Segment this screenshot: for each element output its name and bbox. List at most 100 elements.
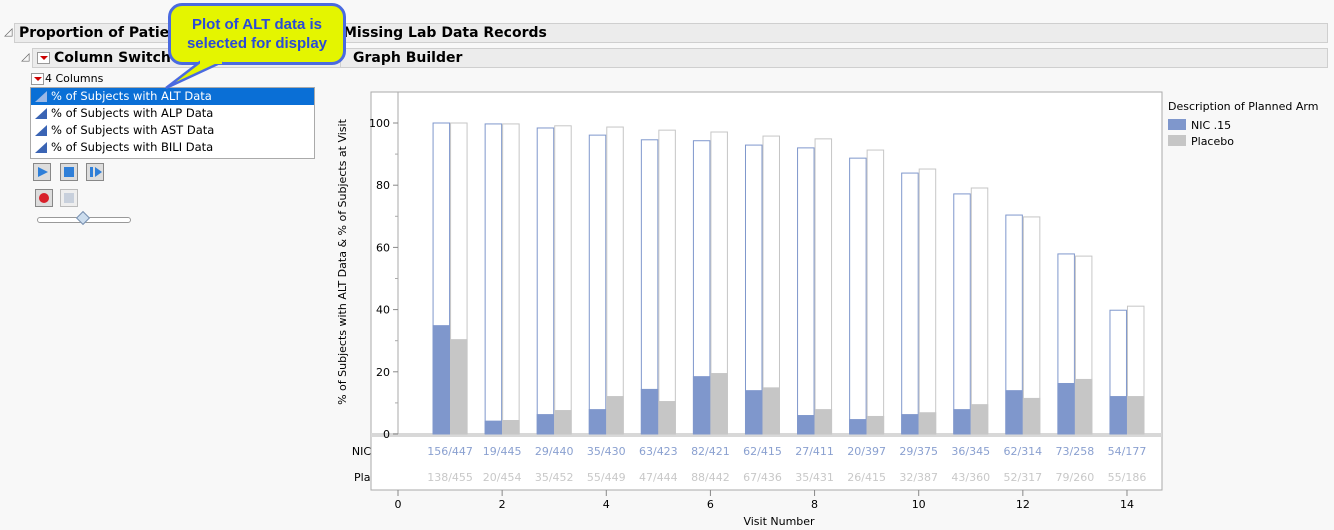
count-label-nic: 156/447 xyxy=(427,445,473,458)
count-label-placebo: 52/317 xyxy=(1003,471,1042,484)
bar-with-data-nic xyxy=(484,420,503,434)
animation-slider[interactable] xyxy=(37,210,131,226)
save-button[interactable] xyxy=(60,189,78,207)
count-label-placebo: 55/186 xyxy=(1108,471,1147,484)
stop-button[interactable] xyxy=(60,163,78,181)
bar-with-data-placebo xyxy=(918,412,937,434)
bar-with-data-placebo xyxy=(762,387,780,434)
column-item-label: % of Subjects with BILI Data xyxy=(51,140,214,154)
bar-with-data-nic xyxy=(744,390,763,434)
callout-line-1: Plot of ALT data is xyxy=(192,16,322,33)
count-label-nic: 62/415 xyxy=(743,445,782,458)
continuous-column-icon xyxy=(35,142,47,153)
count-label-nic: 27/411 xyxy=(795,445,834,458)
x-tick-label: 14 xyxy=(1120,498,1134,511)
collapse-switcher-icon[interactable]: ◿ xyxy=(21,50,30,63)
columns-menu-icon[interactable] xyxy=(31,73,44,85)
column-item-label: % of Subjects with ALP Data xyxy=(51,106,214,120)
count-label-placebo: 138/455 xyxy=(427,471,473,484)
bar-with-data-nic xyxy=(901,414,919,434)
count-label-placebo: 20/454 xyxy=(483,471,522,484)
column-item-bili[interactable]: % of Subjects with BILI Data xyxy=(31,139,314,156)
outline-title-right: Missing Lab Data Records xyxy=(343,25,547,41)
count-label-placebo: 35/431 xyxy=(795,471,834,484)
legend-label-nic[interactable]: NIC .15 xyxy=(1191,119,1231,132)
count-label-placebo: 35/452 xyxy=(535,471,574,484)
bar-with-data-placebo xyxy=(710,373,728,434)
count-label-nic: 82/421 xyxy=(691,445,730,458)
column-list[interactable]: % of Subjects with ALT Data % of Subject… xyxy=(30,87,315,159)
save-icon xyxy=(64,193,74,203)
count-label-placebo: 26/415 xyxy=(847,471,886,484)
legend-label-placebo: Placebo xyxy=(1191,135,1234,148)
count-label-placebo: 43/360 xyxy=(951,471,990,484)
callout-pointer xyxy=(165,60,223,90)
count-label-placebo: 55/449 xyxy=(587,471,626,484)
column-item-ast[interactable]: % of Subjects with AST Data xyxy=(31,122,314,139)
record-icon xyxy=(39,193,49,203)
bar-with-data-placebo xyxy=(450,339,468,434)
y-tick-label: 100 xyxy=(369,117,390,130)
step-button[interactable] xyxy=(86,163,104,181)
count-label-nic: 36/345 xyxy=(951,445,990,458)
x-tick-label: 10 xyxy=(912,498,926,511)
continuous-column-icon xyxy=(35,91,47,102)
count-label-placebo: 79/260 xyxy=(1056,471,1095,484)
x-tick-label: 0 xyxy=(395,498,402,511)
legend-swatch-nic xyxy=(1168,119,1186,130)
bar-with-data-placebo xyxy=(606,396,624,434)
x-axis-label: Visit Number xyxy=(743,515,815,528)
column-count-label: 4 Columns xyxy=(45,72,104,85)
count-label-nic: 63/423 xyxy=(639,445,678,458)
column-item-alt[interactable]: % of Subjects with ALT Data xyxy=(31,88,314,105)
bar-with-data-nic xyxy=(1109,396,1127,434)
record-button[interactable] xyxy=(35,189,53,207)
continuous-column-icon xyxy=(35,125,47,136)
bar-with-data-nic xyxy=(432,325,451,434)
column-count: 4 Columns xyxy=(31,72,103,85)
bar-with-data-placebo xyxy=(554,410,572,434)
bar-with-data-placebo xyxy=(1074,378,1093,434)
count-label-placebo: 88/442 xyxy=(691,471,730,484)
play-button[interactable] xyxy=(33,163,51,181)
count-label-placebo: 32/387 xyxy=(899,471,938,484)
count-label-nic: 35/430 xyxy=(587,445,626,458)
x-tick-label: 4 xyxy=(603,498,610,511)
bar-with-data-placebo xyxy=(1126,396,1145,434)
y-tick-label: 0 xyxy=(383,428,390,441)
red-triangle-menu-icon[interactable] xyxy=(37,52,50,64)
count-label-nic: 29/440 xyxy=(535,445,574,458)
count-label-nic: 62/314 xyxy=(1003,445,1042,458)
count-label-nic: 29/375 xyxy=(899,445,938,458)
callout-line-2: selected for display xyxy=(186,35,328,52)
y-tick-label: 60 xyxy=(376,241,390,254)
bar-with-data-nic xyxy=(849,419,867,434)
count-label-placebo: 47/444 xyxy=(639,471,678,484)
count-label-nic: 19/445 xyxy=(483,445,522,458)
x-tick-label: 2 xyxy=(499,498,506,511)
column-switcher-title: Column Switcher xyxy=(54,50,188,66)
y-tick-label: 40 xyxy=(376,304,390,317)
bar-with-data-placebo xyxy=(866,415,885,434)
bar-with-data-placebo xyxy=(1022,397,1041,434)
legend-title: Description of Planned Arm xyxy=(1168,100,1318,113)
bar-with-data-nic xyxy=(1057,382,1075,434)
outline-title: Proportion of Patients xyxy=(19,25,195,41)
continuous-column-icon xyxy=(35,108,47,119)
column-item-alp[interactable]: % of Subjects with ALP Data xyxy=(31,105,314,122)
count-label-nic: 54/177 xyxy=(1108,445,1147,458)
bar-with-data-placebo xyxy=(502,420,520,434)
play-icon xyxy=(38,167,48,177)
x-tick-label: 8 xyxy=(811,498,818,511)
collapse-outline-icon[interactable]: ◿ xyxy=(4,25,13,38)
bar-with-data-nic xyxy=(1005,390,1023,434)
graph-builder-header[interactable]: Graph Builder xyxy=(340,48,1328,68)
x-tick-label: 6 xyxy=(707,498,714,511)
x-tick-label: 12 xyxy=(1016,498,1030,511)
bar-with-data-placebo xyxy=(814,409,833,434)
annotation-separator xyxy=(371,433,1162,437)
y-axis-label: % of Subjects with ALT Data & % of Subje… xyxy=(336,118,349,404)
count-label-nic: 20/397 xyxy=(847,445,886,458)
bar-with-data-nic xyxy=(953,409,971,434)
bar-with-data-nic xyxy=(797,415,815,434)
